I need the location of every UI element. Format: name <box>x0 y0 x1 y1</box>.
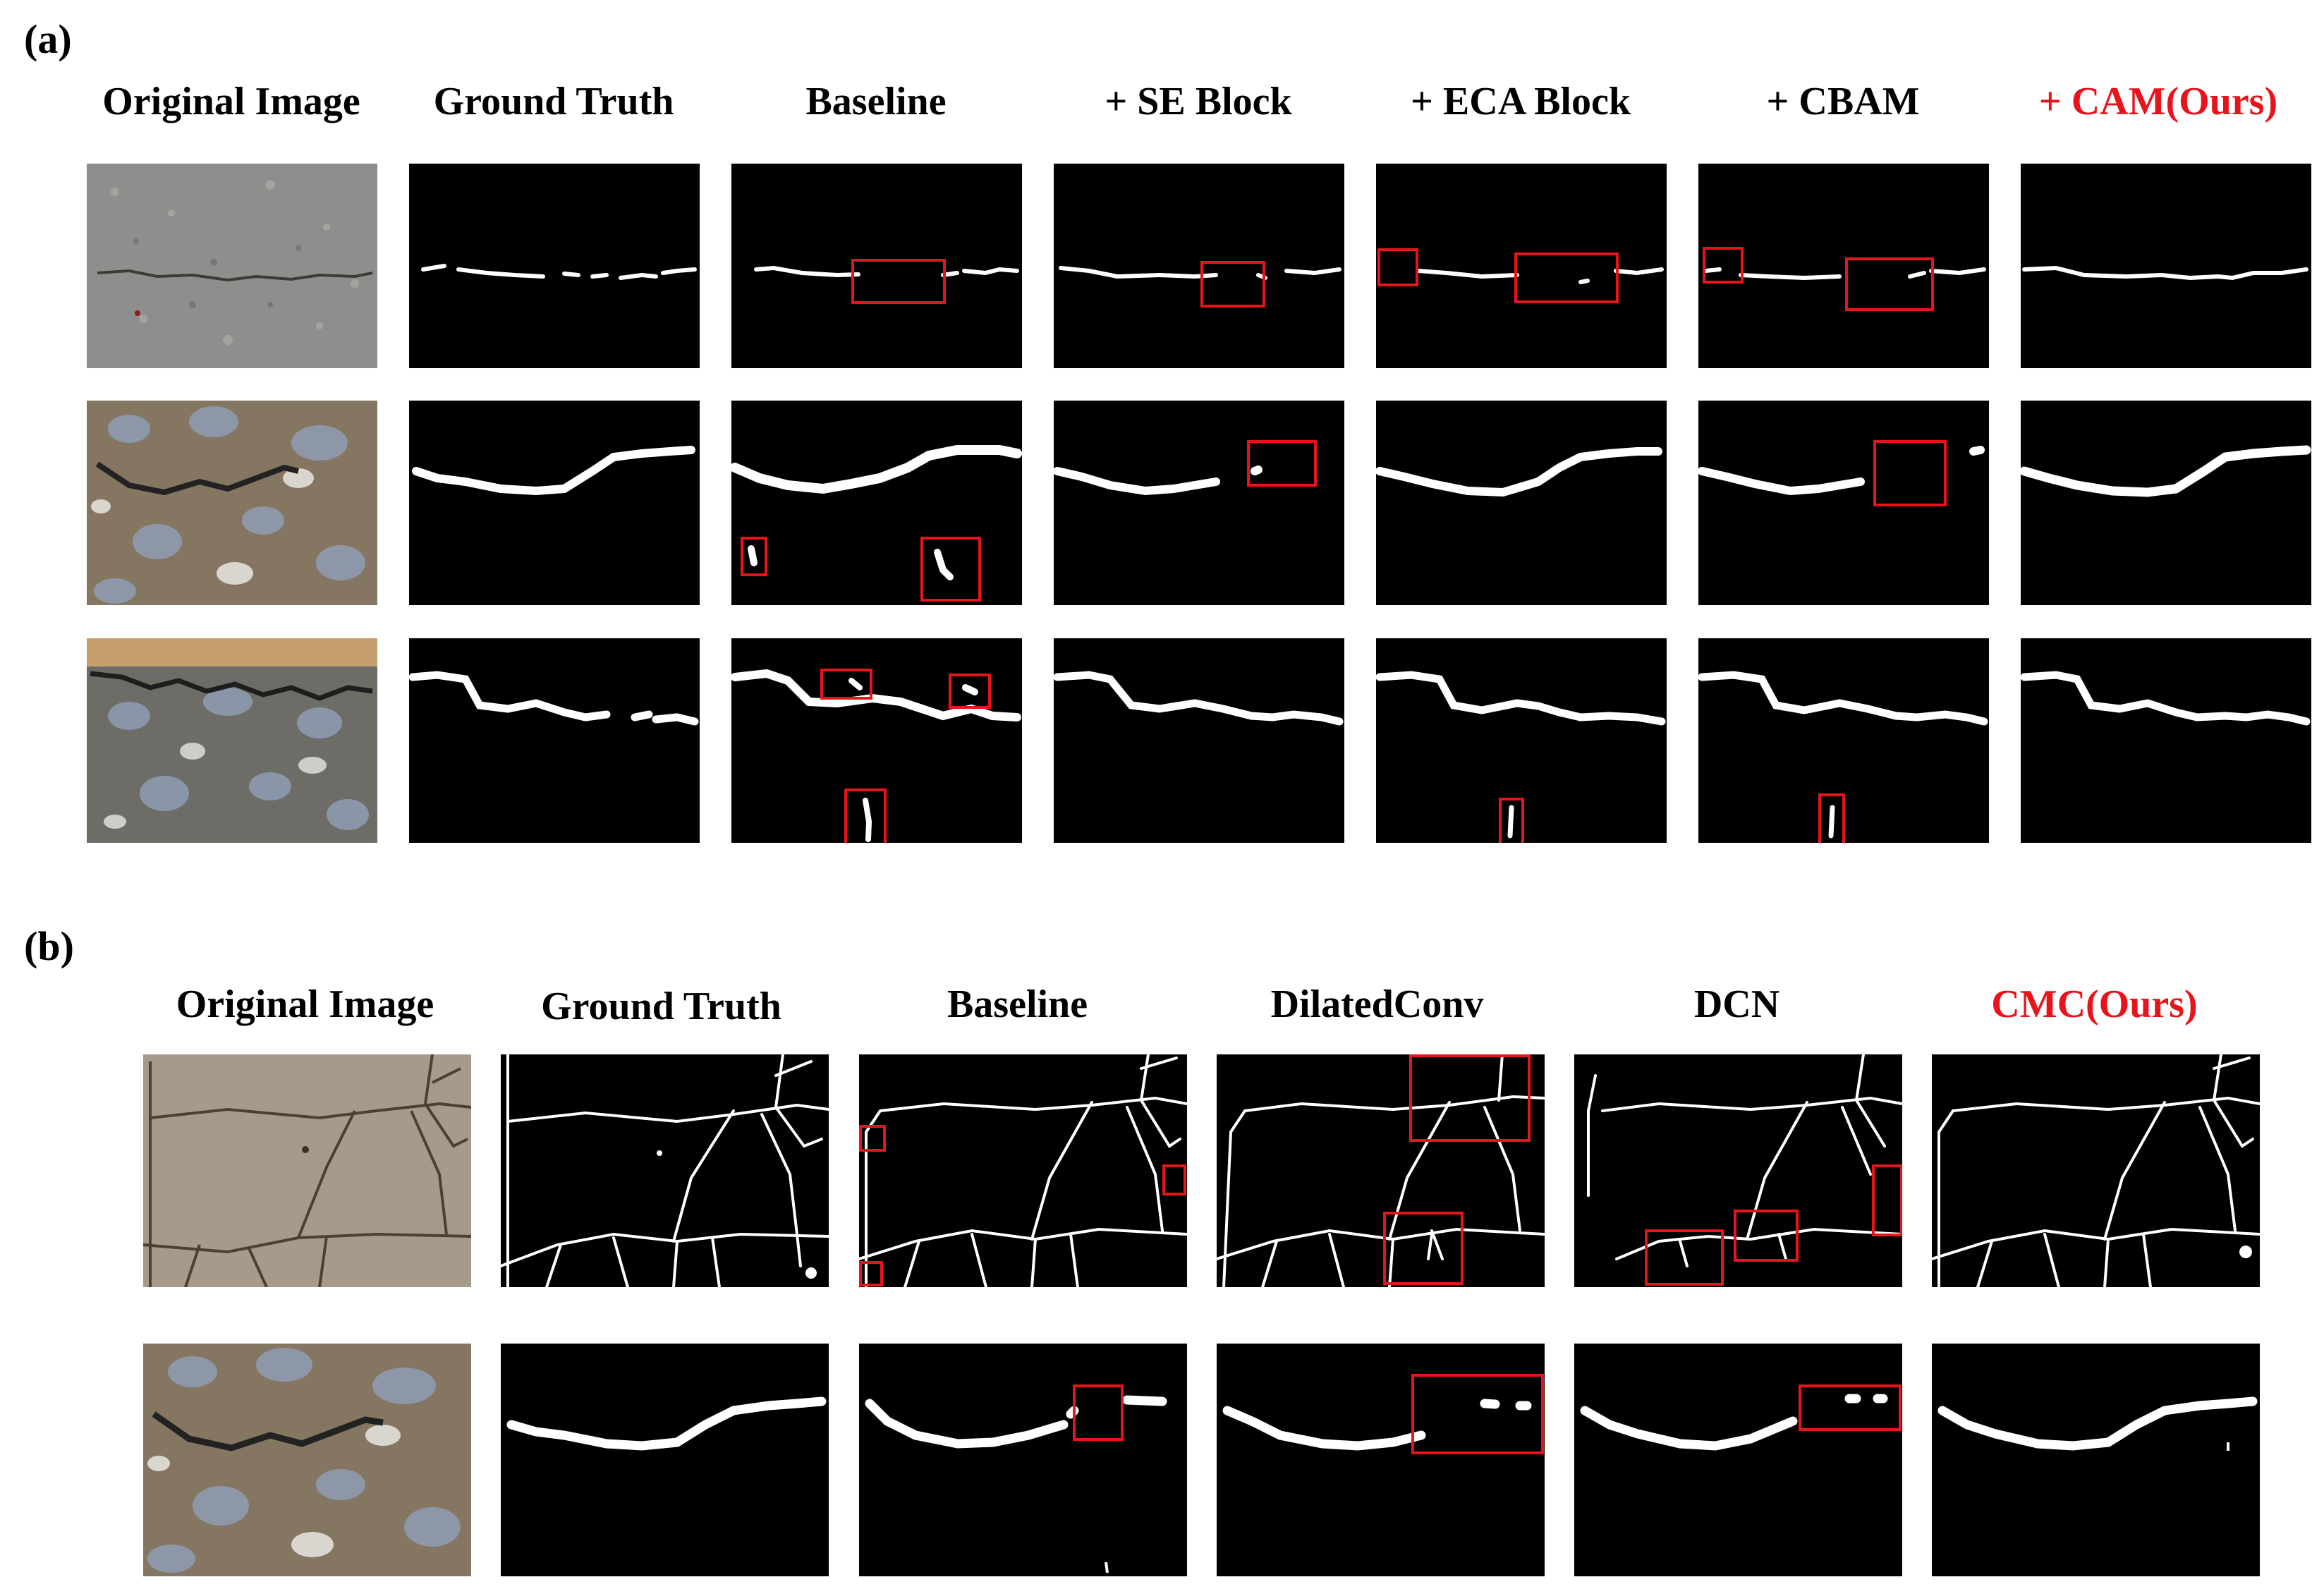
header-b-cmc-ours: CMC(Ours) <box>1991 982 2198 1026</box>
cmc-ours-b2 <box>1932 1344 2260 1576</box>
cbam-a3 <box>1698 638 1989 843</box>
header-a-baseline: Baseline <box>805 80 947 123</box>
eca-block-a1 <box>1376 164 1667 368</box>
panel-b-label: (b) <box>24 923 74 969</box>
original-image-a2 <box>87 401 377 605</box>
header-b-dilatedconv: DilatedConv <box>1270 982 1484 1026</box>
header-a-se-block: + SE Block <box>1105 80 1292 123</box>
baseline-a3 <box>731 638 1022 843</box>
dilatedconv-b1 <box>1217 1054 1545 1287</box>
se-block-a2 <box>1054 401 1344 605</box>
header-b-ground-truth: Ground Truth <box>541 985 781 1028</box>
eca-block-a3 <box>1376 638 1667 843</box>
dcn-b2 <box>1574 1344 1902 1576</box>
cam-ours-a1 <box>2021 164 2311 368</box>
cam-ours-a3 <box>2021 638 2311 843</box>
ground-truth-a2 <box>409 401 700 605</box>
cam-ours-a2 <box>2021 401 2311 605</box>
header-b-dcn: DCN <box>1693 982 1780 1026</box>
header-a-cbam: + CBAM <box>1766 80 1920 123</box>
original-image-b1 <box>143 1054 471 1287</box>
ground-truth-a1 <box>409 164 700 368</box>
eca-block-a2 <box>1376 401 1667 605</box>
cbam-a1 <box>1698 164 1989 368</box>
se-block-a1 <box>1054 164 1344 368</box>
cmc-ours-b1 <box>1932 1054 2260 1287</box>
header-a-cam-ours: + CAM(Ours) <box>2038 80 2278 123</box>
baseline-b2 <box>859 1344 1187 1576</box>
dilatedconv-b2 <box>1217 1344 1545 1576</box>
baseline-a1 <box>731 164 1022 368</box>
original-image-a1 <box>87 164 377 368</box>
dcn-b1 <box>1574 1054 1902 1287</box>
header-a-eca-block: + ECA Block <box>1411 80 1631 123</box>
se-block-a3 <box>1054 638 1344 843</box>
header-b-baseline: Baseline <box>947 982 1088 1026</box>
original-image-b2 <box>143 1344 471 1576</box>
cbam-a2 <box>1698 401 1989 605</box>
ground-truth-b2 <box>501 1344 829 1576</box>
original-image-a3 <box>87 638 377 843</box>
header-b-original-image: Original Image <box>176 982 434 1026</box>
panel-a-label: (a) <box>24 16 72 62</box>
header-a-ground-truth: Ground Truth <box>433 80 674 123</box>
header-a-original-image: Original Image <box>102 80 360 123</box>
baseline-b1 <box>859 1054 1187 1287</box>
ground-truth-b1 <box>501 1054 829 1287</box>
ground-truth-a3 <box>409 638 700 843</box>
baseline-a2 <box>731 401 1022 605</box>
